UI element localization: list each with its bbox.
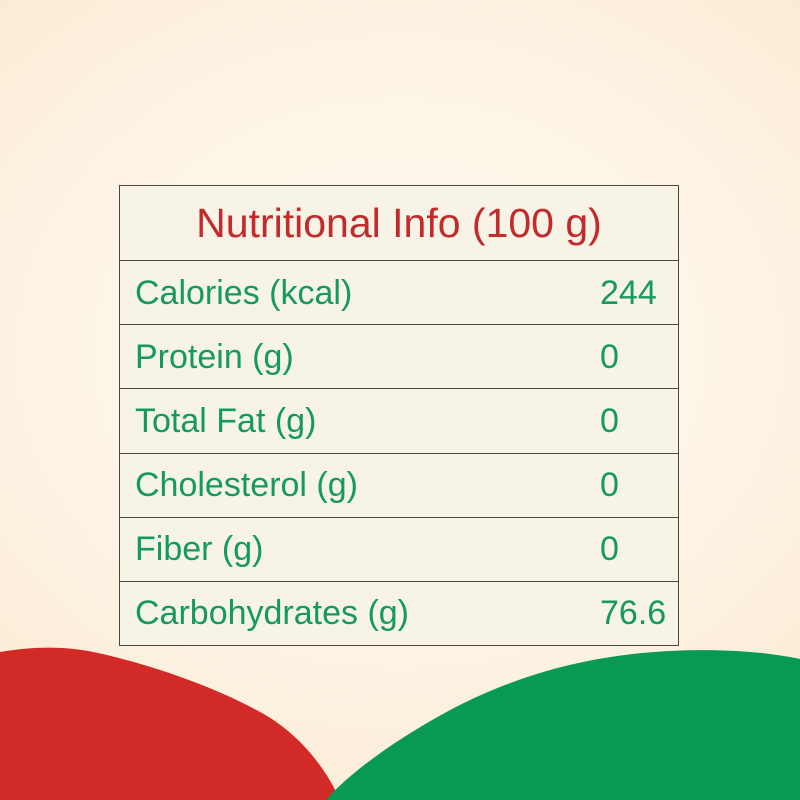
row-value: 76.6 bbox=[600, 594, 667, 633]
row-label: Cholesterol (g) bbox=[135, 466, 358, 505]
table-row-cholesterol: Cholesterol (g) 0 bbox=[120, 454, 678, 518]
row-label: Carbohydrates (g) bbox=[135, 594, 410, 633]
row-label: Calories (kcal) bbox=[135, 273, 353, 312]
row-label: Fiber (g) bbox=[135, 530, 264, 569]
table-row-total-fat: Total Fat (g) 0 bbox=[120, 389, 678, 454]
table-row-protein: Protein (g) 0 bbox=[120, 325, 678, 390]
row-value: 0 bbox=[600, 401, 619, 440]
hills-decoration bbox=[0, 647, 800, 800]
row-value: 0 bbox=[600, 530, 619, 569]
nutrition-table-header: Nutritional Info (100 g) bbox=[120, 186, 678, 261]
row-value: 0 bbox=[600, 337, 619, 376]
table-row-calories: Calories (kcal) 244 bbox=[120, 261, 678, 326]
row-label: Protein (g) bbox=[135, 337, 294, 376]
red-hill-shape bbox=[0, 647, 340, 800]
row-label: Total Fat (g) bbox=[135, 401, 317, 440]
green-hill-shape bbox=[326, 650, 800, 800]
nutrition-table-title: Nutritional Info (100 g) bbox=[196, 199, 602, 246]
table-row-carbohydrates: Carbohydrates (g) 76.6 bbox=[120, 582, 678, 645]
row-value: 0 bbox=[600, 466, 619, 505]
table-row-fiber: Fiber (g) 0 bbox=[120, 518, 678, 582]
nutrition-table: Nutritional Info (100 g) Calories (kcal)… bbox=[119, 185, 679, 646]
row-value: 244 bbox=[600, 273, 657, 312]
